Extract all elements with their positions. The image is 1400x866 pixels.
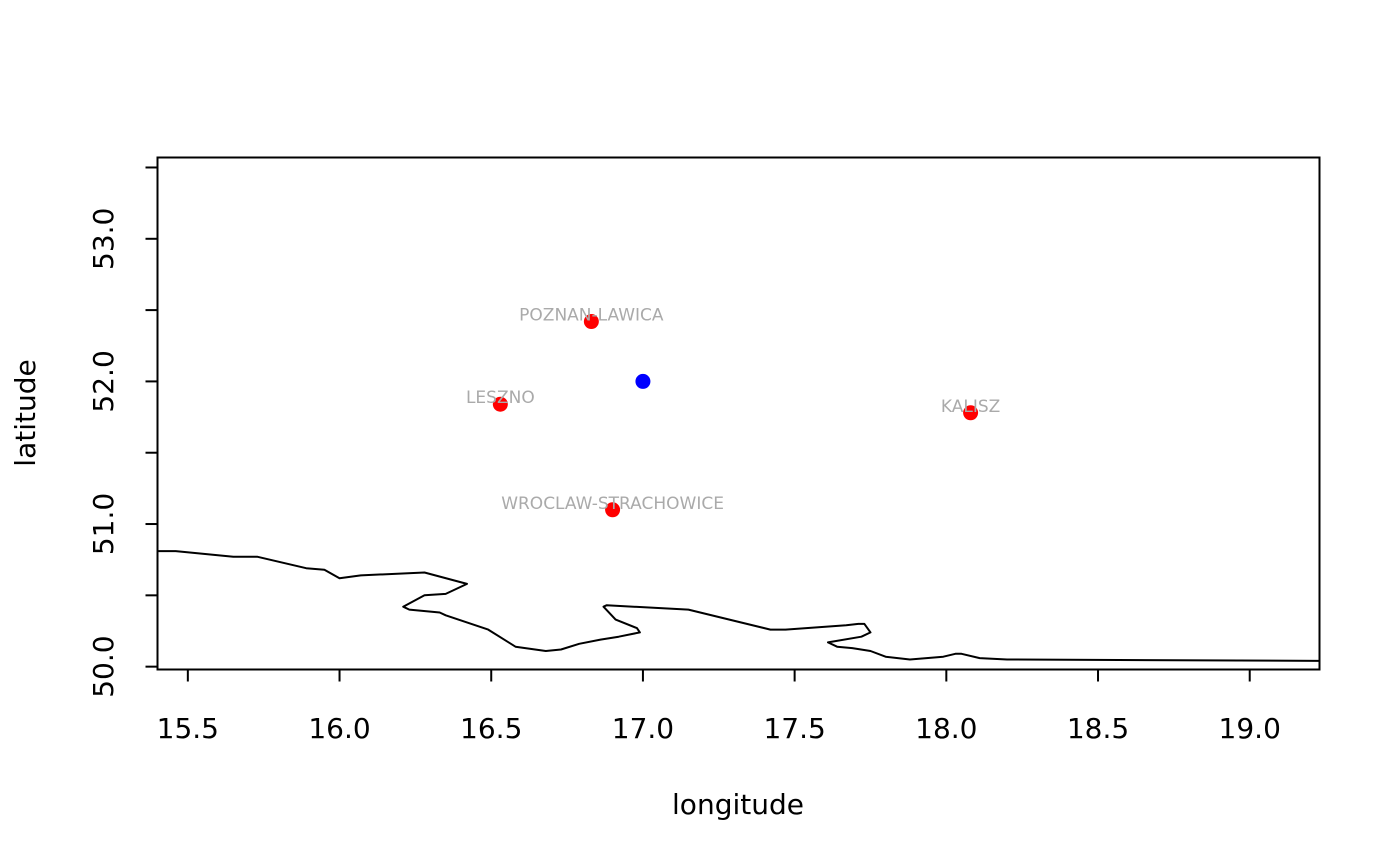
y-tick-label: 53.0 bbox=[87, 208, 120, 270]
x-axis: 15.5 16.0 16.5 17.0 17.5 18.0 18.5 19.0 bbox=[157, 668, 1281, 745]
x-tick-label: 17.5 bbox=[763, 712, 825, 745]
x-tick-label: 16.0 bbox=[308, 712, 370, 745]
border-layer bbox=[157, 550, 1320, 662]
x-tick-label: 18.0 bbox=[915, 712, 977, 745]
x-axis-title: longitude bbox=[672, 788, 804, 821]
y-axis: 50.0 51.0 52.0 53.0 bbox=[87, 166, 159, 698]
station-label-kalisz: KALISZ bbox=[941, 397, 1000, 417]
country-border-line bbox=[157, 550, 1320, 662]
station-point-leszno bbox=[492, 396, 508, 412]
station-label-wroclaw-strachowice: WROCLAW-STRACHOWICE bbox=[501, 494, 724, 514]
station-point-wroclaw-strachowice bbox=[605, 502, 621, 518]
x-tick-label: 19.0 bbox=[1219, 712, 1281, 745]
station-label-leszno: LESZNO bbox=[466, 388, 535, 408]
y-axis-title: latitude bbox=[9, 359, 42, 466]
x-tick-label: 16.5 bbox=[460, 712, 522, 745]
target-location-point bbox=[635, 373, 651, 389]
plot-frame bbox=[156, 156, 1321, 671]
y-tick-label: 50.0 bbox=[87, 635, 120, 697]
x-tick-label: 15.5 bbox=[157, 712, 219, 745]
station-point-kalisz bbox=[963, 405, 979, 421]
labels-layer: POZNAN-LAWICA LESZNO KALISZ WROCLAW-STRACHO… bbox=[466, 306, 1000, 514]
x-tick-label: 17.0 bbox=[612, 712, 674, 745]
station-point-poznan-lawica bbox=[583, 314, 599, 330]
y-tick-label: 52.0 bbox=[87, 350, 120, 412]
points-layer bbox=[492, 314, 979, 518]
x-tick-label: 18.5 bbox=[1067, 712, 1129, 745]
station-label-poznan-lawica: POZNAN-LAWICA bbox=[519, 306, 664, 326]
y-tick-label: 51.0 bbox=[87, 493, 120, 555]
